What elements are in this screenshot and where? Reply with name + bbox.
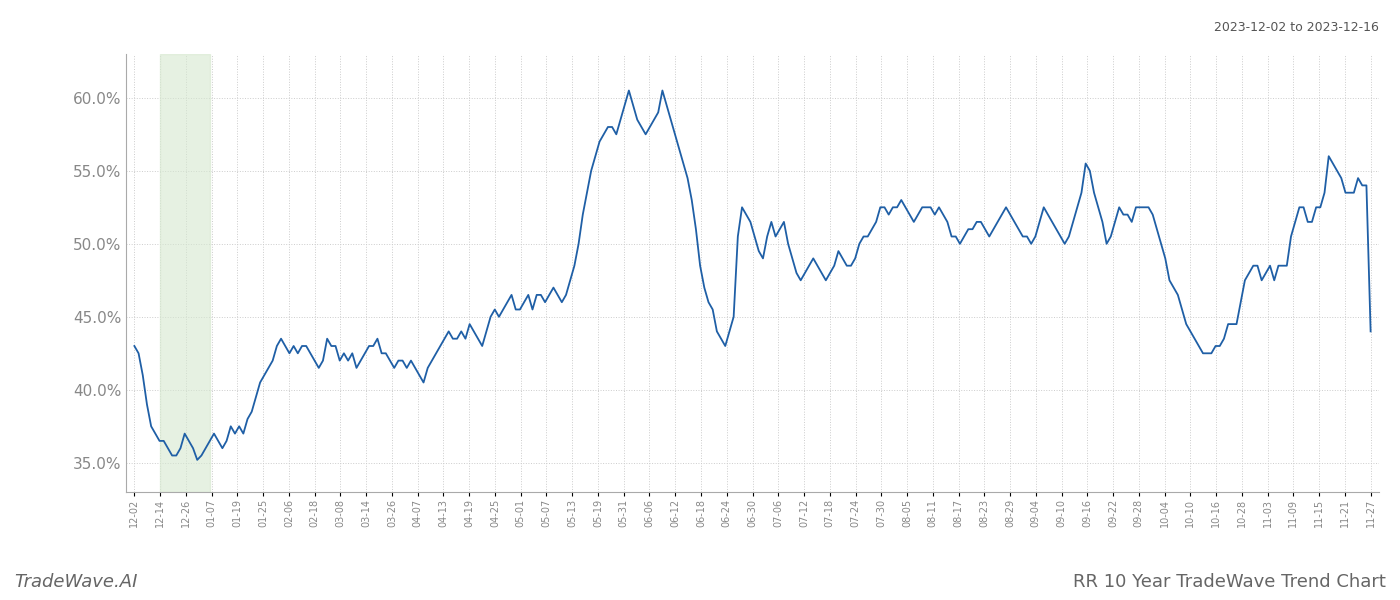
Text: RR 10 Year TradeWave Trend Chart: RR 10 Year TradeWave Trend Chart (1074, 573, 1386, 591)
Text: TradeWave.AI: TradeWave.AI (14, 573, 137, 591)
Text: 2023-12-02 to 2023-12-16: 2023-12-02 to 2023-12-16 (1214, 21, 1379, 34)
Bar (160, 54, 210, 492)
